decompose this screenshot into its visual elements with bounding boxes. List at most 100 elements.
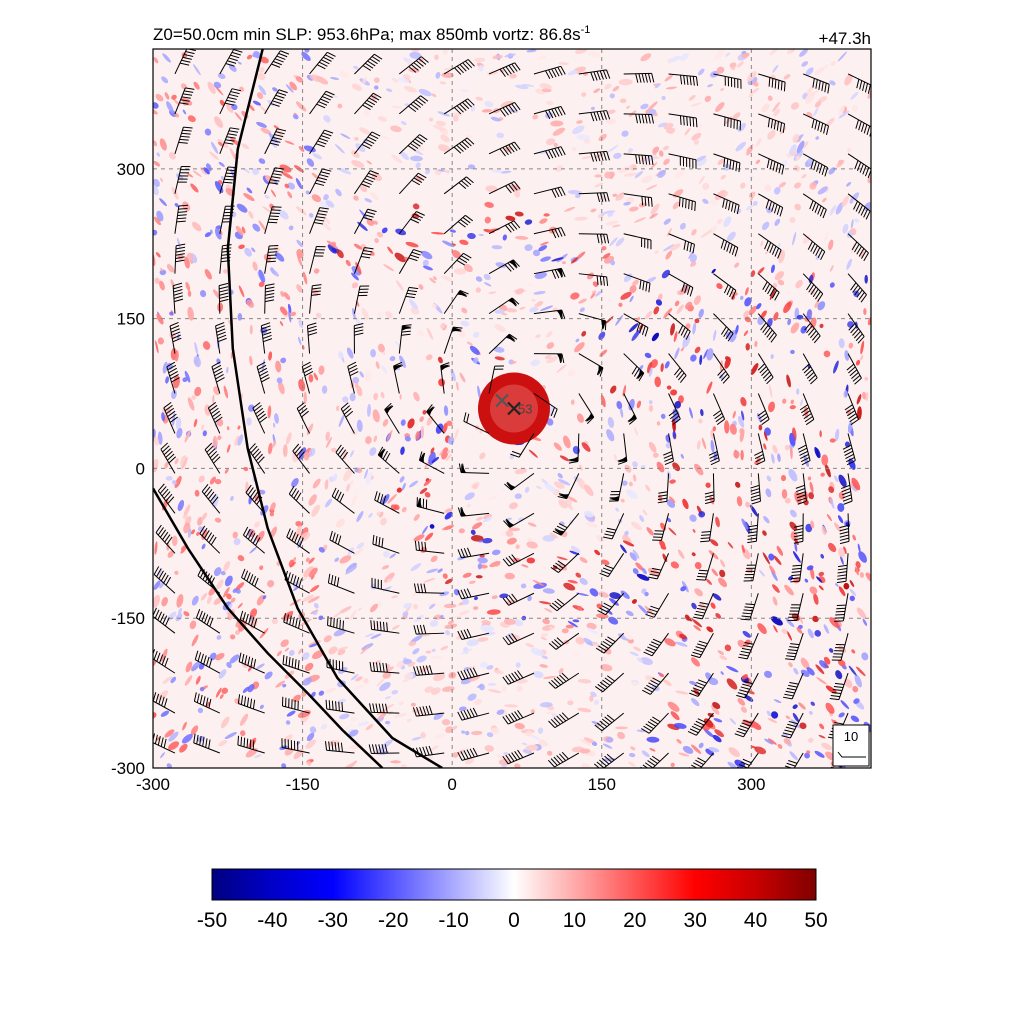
vorticity-cell (377, 601, 383, 607)
vorticity-cell (153, 109, 158, 115)
vorticity-cell (252, 223, 261, 232)
vorticity-cell (422, 409, 427, 415)
vorticity-cell (661, 95, 666, 101)
vorticity-cell (542, 535, 556, 542)
vorticity-cell (823, 231, 829, 243)
vorticity-cell (386, 429, 393, 442)
vorticity-cell (829, 265, 834, 272)
vorticity-cell (626, 105, 630, 109)
vorticity-cell (792, 712, 799, 722)
vorticity-cell (447, 620, 455, 625)
vorticity-cell (544, 354, 552, 360)
vorticity-cell (815, 664, 825, 675)
vorticity-cell (538, 601, 552, 605)
vorticity-cell (224, 731, 237, 740)
vorticity-cell (615, 726, 628, 730)
vorticity-cell (741, 518, 748, 530)
vorticity-cell (410, 563, 422, 572)
vorticity-cell (337, 646, 348, 651)
vorticity-cell (479, 426, 484, 434)
vorticity-cell (632, 474, 637, 482)
vorticity-cell (808, 492, 815, 500)
vorticity-cell (192, 170, 202, 177)
vorticity-cell (410, 702, 416, 707)
vorticity-cell (712, 426, 717, 432)
vorticity-cell (800, 657, 810, 670)
vorticity-cell (204, 232, 212, 238)
vorticity-cell (258, 281, 265, 288)
vorticity-cell (740, 295, 744, 300)
vorticity-cell (164, 729, 175, 738)
vorticity-cell (586, 521, 598, 528)
vorticity-cell (327, 244, 337, 254)
vorticity-cell (180, 455, 188, 469)
vorticity-cell (772, 64, 779, 73)
vorticity-cell (426, 327, 434, 340)
vorticity-cell (754, 746, 767, 755)
vorticity-cell (607, 212, 614, 217)
vorticity-cell (153, 178, 160, 188)
vorticity-cell (226, 662, 232, 669)
vorticity-cell (821, 525, 827, 536)
x-tick-label: 300 (737, 775, 765, 794)
vorticity-cell (387, 246, 394, 255)
vorticity-cell (182, 514, 188, 520)
vorticity-cell (306, 423, 314, 436)
vorticity-cell (846, 230, 854, 238)
vorticity-cell (286, 710, 296, 717)
vorticity-cell (463, 666, 471, 671)
vorticity-cell (628, 761, 636, 767)
vorticity-cell (342, 396, 349, 403)
vorticity-cell (550, 120, 564, 127)
vorticity-cell (581, 330, 587, 337)
vorticity-cell (829, 205, 837, 216)
vorticity-cell (629, 295, 634, 303)
vorticity-cell (657, 122, 668, 128)
vorticity-cell (367, 403, 372, 417)
vorticity-cell (349, 392, 356, 402)
vorticity-cell (463, 264, 473, 273)
vorticity-cell (325, 200, 335, 208)
vorticity-cell (504, 307, 518, 313)
vorticity-cell (604, 83, 612, 90)
vorticity-cell (214, 478, 222, 485)
vorticity-cell (258, 220, 266, 232)
vorticity-cell (524, 244, 533, 252)
vorticity-cell (199, 290, 207, 298)
vorticity-cell (368, 512, 373, 518)
vorticity-cell (598, 591, 609, 598)
vorticity-cell (378, 625, 385, 630)
x-tick-label: 0 (447, 775, 456, 794)
vorticity-cell (744, 297, 752, 307)
vorticity-cell (717, 158, 725, 165)
vorticity-cell (321, 212, 330, 225)
vorticity-cell (312, 478, 321, 489)
vorticity-cell (467, 164, 476, 170)
vorticity-cell (541, 478, 549, 486)
vorticity-cell (732, 112, 741, 120)
vorticity-cell (353, 195, 359, 201)
y-tick-label: -150 (111, 609, 145, 628)
vorticity-cell (323, 194, 329, 201)
vorticity-cell (562, 435, 571, 449)
vorticity-cell (370, 251, 375, 256)
vorticity-cell (184, 675, 193, 686)
vorticity-cell (501, 685, 507, 693)
vorticity-cell (285, 720, 291, 725)
vorticity-cell (245, 481, 249, 495)
vorticity-cell (364, 468, 369, 479)
vorticity-cell (445, 629, 451, 636)
vorticity-cell (307, 596, 320, 603)
vorticity-cell (828, 648, 834, 653)
vorticity-cell (717, 650, 725, 655)
vorticity-cell (217, 138, 229, 149)
vorticity-cell (777, 453, 781, 463)
vorticity-cell (526, 49, 537, 53)
vorticity-cell (260, 127, 272, 135)
vorticity-cell (701, 437, 707, 450)
vorticity-cell (256, 595, 265, 606)
vorticity-cell (419, 487, 428, 494)
vorticity-cell (183, 504, 191, 517)
vorticity-cell (856, 394, 862, 405)
vorticity-cell (373, 220, 378, 225)
